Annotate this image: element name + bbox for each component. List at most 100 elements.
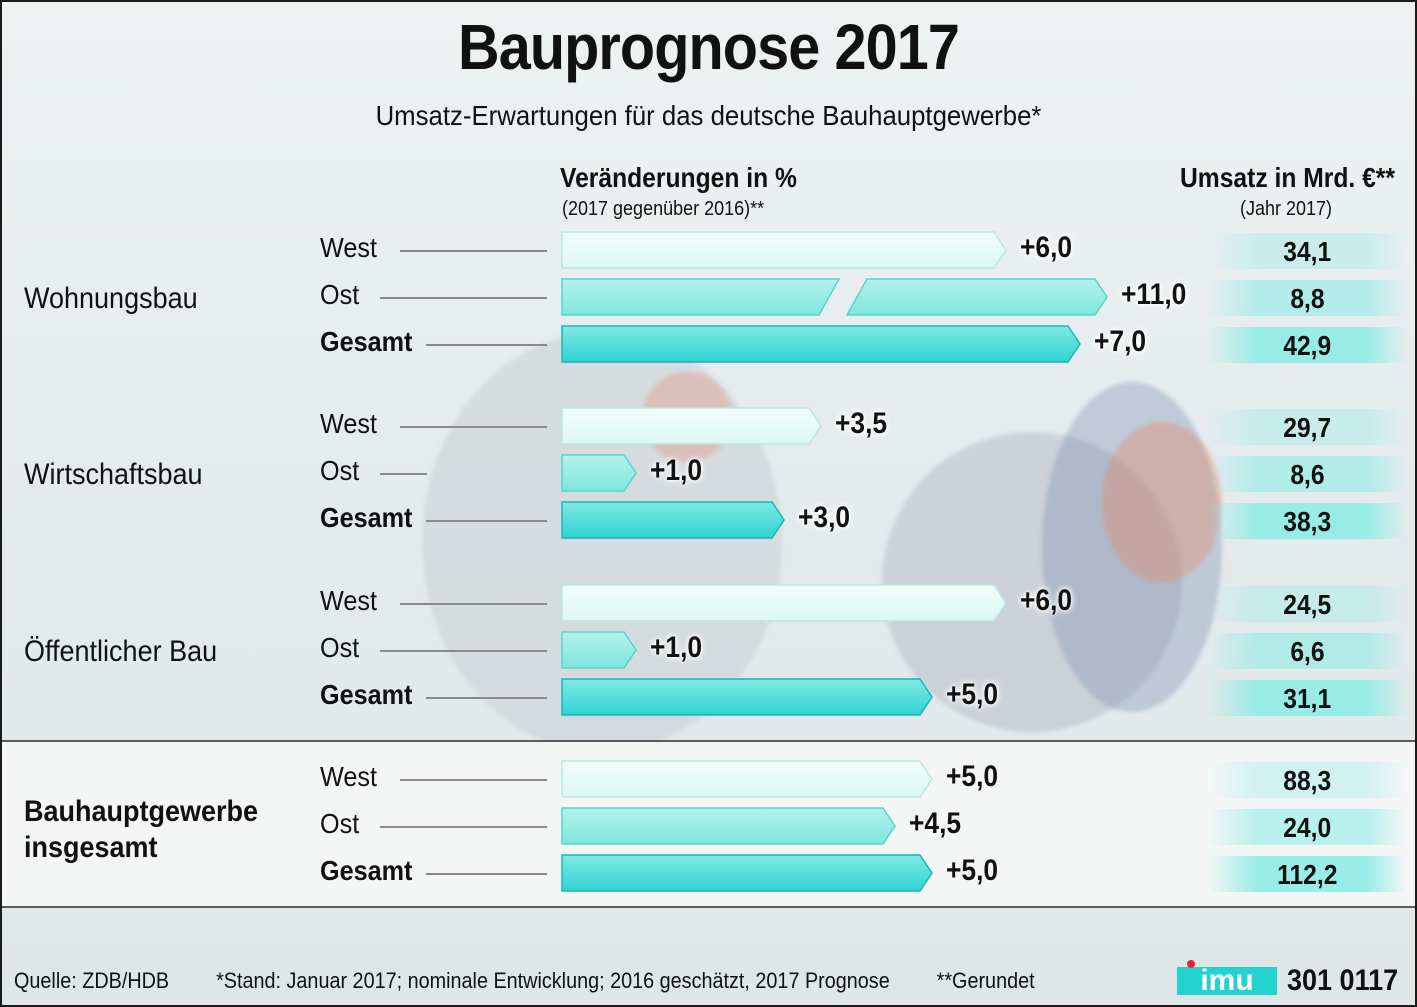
leader-line [380,297,547,299]
revenue-value: 88,3 [1283,765,1331,796]
revenue-value: 31,1 [1283,683,1331,714]
group-label-wirtschaftsbau: Wirtschaftsbau [24,458,203,491]
chart-title: Bauprognose 2017 [458,11,960,83]
leader-line [426,344,547,346]
bar-west [561,231,1007,269]
revenue-value: 24,0 [1283,812,1331,843]
row-label-ost: Ost [320,455,360,486]
row-label-gesamt: Gesamt [320,502,413,533]
backdrop-shape [882,432,1182,732]
rounded-note: **Gerundet [936,968,1035,993]
revenue-cell-bg [1207,280,1407,316]
revenue-cell-bg [1207,503,1407,539]
backdrop-shape [1102,422,1222,582]
leader-line [426,697,547,699]
revenue-cell-gesamt: 112,2 [1207,856,1407,894]
leader-line [400,426,547,428]
group-label-wohnungsbau: Wohnungsbau [24,282,198,315]
revenue-cell-bg [1207,233,1407,269]
revenue-cell-gesamt: 38,3 [1207,503,1407,541]
revenue-value: 6,6 [1289,636,1325,667]
revenue-cell-bg [1207,856,1407,892]
imu-logo: imu [1177,960,1277,997]
revenue-cell-ost: 6,6 [1207,633,1407,671]
data-label-gesamt: +5,0 [946,678,999,711]
revenue-cell-west: 29,7 [1207,409,1407,447]
group-label-total-line2: insgesamt [24,831,158,864]
revenue-value: 24,5 [1283,589,1331,620]
source-note: Quelle: ZDB/HDB [14,968,170,993]
revenue-cell-bg [1207,409,1407,445]
revenue-cell-bg [1207,586,1407,622]
row-label-ost: Ost [320,279,360,310]
revenue-cell-bg [1207,456,1407,492]
row-label-gesamt: Gesamt [320,326,413,357]
bar-gesamt [561,854,933,892]
change-header: Veränderungen in % [560,162,797,193]
revenue-header: Umsatz in Mrd. €** [1180,162,1395,193]
row-label-ost: Ost [320,632,360,663]
revenue-cell-bg [1207,680,1407,716]
row-label-west: West [320,408,377,439]
group-label-oeffentlicher-bau: Öffentlicher Bau [24,635,218,668]
revenue-value: 38,3 [1283,506,1331,537]
revenue-value: 8,6 [1289,459,1325,490]
bar-gesamt [561,501,785,539]
leader-line [380,650,547,652]
revenue-subheader: (Jahr 2017) [1240,198,1333,220]
group-label-total-line1: Bauhauptgewerbe [24,795,259,828]
revenue-value: 112,2 [1276,859,1338,890]
revenue-cell-west: 88,3 [1207,762,1407,800]
group-label-total: Bauhauptgewerbe insgesamt [24,794,258,866]
data-label-ost: +4,5 [909,807,962,840]
row-label-gesamt: Gesamt [320,679,413,710]
row-label-ost: Ost [320,808,360,839]
data-label-ost: +11,0 [1121,278,1187,311]
leader-line [380,826,547,828]
data-label-gesamt: +5,0 [946,854,999,887]
bar-ost [561,631,637,669]
revenue-cell-west: 34,1 [1207,233,1407,271]
row-label-west: West [320,761,377,792]
leader-line [426,873,547,875]
leader-line [400,603,547,605]
bar-ost-part2 [845,278,1108,316]
row-label-west: West [320,232,377,263]
bar-gesamt [561,325,1081,363]
revenue-cell-ost: 8,6 [1207,456,1407,494]
svg-text:imu: imu [1200,964,1253,997]
data-label-west: +6,0 [1020,584,1073,617]
data-label-gesamt: +3,0 [798,501,851,534]
leader-line [426,520,547,522]
data-label-ost: +1,0 [650,454,703,487]
bar-ost-part1 [561,278,841,316]
revenue-value: 42,9 [1283,330,1331,361]
graphic-code: 301 0117 [1287,964,1399,997]
revenue-cell-bg [1207,327,1407,363]
revenue-cell-gesamt: 42,9 [1207,327,1407,365]
revenue-cell-bg [1207,762,1407,798]
revenue-value: 29,7 [1283,412,1331,443]
revenue-cell-bg [1207,809,1407,845]
chart-subtitle: Umsatz-Erwartungen für das deutsche Bauh… [375,100,1042,131]
bar-ost [561,454,637,492]
bar-west [561,584,1007,622]
backdrop-shape [1042,382,1222,712]
revenue-cell-bg [1207,633,1407,669]
revenue-cell-ost: 24,0 [1207,809,1407,847]
leader-line [400,779,547,781]
data-label-west: +5,0 [946,760,999,793]
data-label-gesamt: +7,0 [1094,325,1147,358]
leader-line [400,250,547,252]
revenue-value: 8,8 [1289,283,1325,314]
data-label-west: +3,5 [835,407,888,440]
revenue-value: 34,1 [1283,236,1331,267]
bar-west [561,760,933,798]
footer: Quelle: ZDB/HDB *Stand: Januar 2017; nom… [14,968,1076,994]
row-label-gesamt: Gesamt [320,855,413,886]
bar-ost [561,807,896,845]
change-subheader: (2017 gegenüber 2016)** [562,198,765,220]
leader-line [380,473,427,475]
